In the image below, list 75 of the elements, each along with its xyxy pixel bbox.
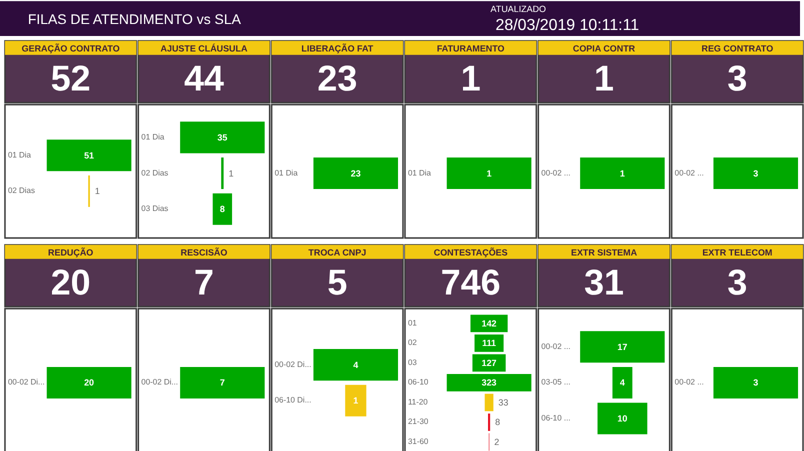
- data-label: 142: [482, 318, 497, 328]
- text: 52: [50, 58, 91, 99]
- data-label: 51: [84, 150, 94, 160]
- text: EXTR SISTEMA: [570, 247, 638, 258]
- data-label: 127: [482, 358, 497, 368]
- data-label: 1: [94, 186, 100, 196]
- text: 1: [594, 58, 614, 99]
- data-label: 8: [220, 204, 225, 214]
- data-label: 23: [350, 168, 361, 178]
- category-label: 00-02 ...: [674, 168, 704, 178]
- text: COPIA CONTR: [572, 43, 636, 54]
- category-label: 03-05 ...: [541, 378, 570, 387]
- category-label: 03 Dias: [141, 204, 168, 214]
- category-label: 00-02 Di...: [274, 360, 312, 369]
- text: EXTR TELECOM: [702, 247, 772, 258]
- data-label: 8: [495, 417, 500, 428]
- category-label: 00-02 Di...: [141, 378, 178, 387]
- data-label: 2: [494, 436, 500, 447]
- category-label: 01 Dia: [408, 168, 432, 178]
- category-label: 01 Dia: [141, 132, 165, 142]
- category-label: 31-60: [408, 436, 429, 446]
- data-label: 3: [753, 168, 758, 178]
- data-label: 1: [353, 396, 358, 406]
- category-label: 21-30: [408, 417, 429, 426]
- data-label: 7: [220, 378, 225, 388]
- category-label: 00-02 ...: [541, 168, 570, 178]
- text: FATURAMENTO: [436, 43, 505, 54]
- category-label: 03: [408, 358, 418, 367]
- data-label: 1: [228, 168, 234, 178]
- text: REG CONTRATO: [701, 43, 774, 54]
- data-label: 10: [617, 414, 628, 424]
- data-label: 323: [482, 378, 497, 388]
- category-label: 11-20: [408, 397, 428, 406]
- data-label: 33: [498, 397, 508, 408]
- category-label: 00-02 ...: [541, 342, 570, 351]
- text: 5: [327, 262, 348, 303]
- text: 1: [460, 58, 481, 99]
- text: 31: [584, 262, 624, 303]
- category-label: 02: [408, 338, 418, 348]
- text: REDUÇÃO: [48, 247, 94, 258]
- text: 746: [440, 262, 501, 303]
- data-label: 4: [620, 378, 625, 388]
- text: 7: [194, 262, 214, 303]
- data-label: 20: [84, 378, 94, 388]
- text: ATUALIZADO: [490, 4, 546, 14]
- text: RESCISÃO: [180, 247, 228, 258]
- data-label: 17: [617, 342, 628, 352]
- data-label: 3: [753, 378, 758, 388]
- text: AJUSTE CLÁUSULA: [160, 43, 248, 54]
- text: 23: [317, 58, 358, 99]
- data-label: 1: [620, 168, 625, 178]
- text: TROCA CNPJ: [308, 247, 366, 258]
- text: 3: [727, 262, 748, 303]
- category-label: 06-10: [408, 378, 429, 387]
- text: CONTESTAÇÕES: [434, 247, 508, 258]
- data-label: 35: [217, 132, 228, 142]
- data-label: 1: [486, 168, 492, 178]
- text: 20: [50, 262, 91, 303]
- category-label: 06-10 Di...: [274, 396, 312, 405]
- category-label: 00-02 ...: [674, 378, 704, 387]
- category-label: 01: [408, 318, 418, 328]
- category-label: 01 Dia: [8, 150, 32, 160]
- text: 3: [727, 58, 748, 99]
- text: 28/03/2019 10:11:11: [496, 16, 640, 34]
- text: LIBERAÇÃO FAT: [301, 43, 374, 54]
- text: 44: [184, 58, 224, 99]
- data-label: 4: [353, 360, 358, 370]
- text: FILAS DE ATENDIMENTO vs SLA: [28, 11, 242, 28]
- text: GERAÇÃO CONTRATO: [22, 43, 120, 54]
- category-label: 01 Dia: [274, 168, 298, 178]
- category-label: 00-02 Di...: [8, 378, 45, 387]
- data-label: 111: [482, 338, 496, 348]
- category-label: 02 Dias: [141, 168, 168, 178]
- category-label: 06-10 ...: [541, 414, 570, 423]
- category-label: 02 Dias: [8, 186, 35, 196]
